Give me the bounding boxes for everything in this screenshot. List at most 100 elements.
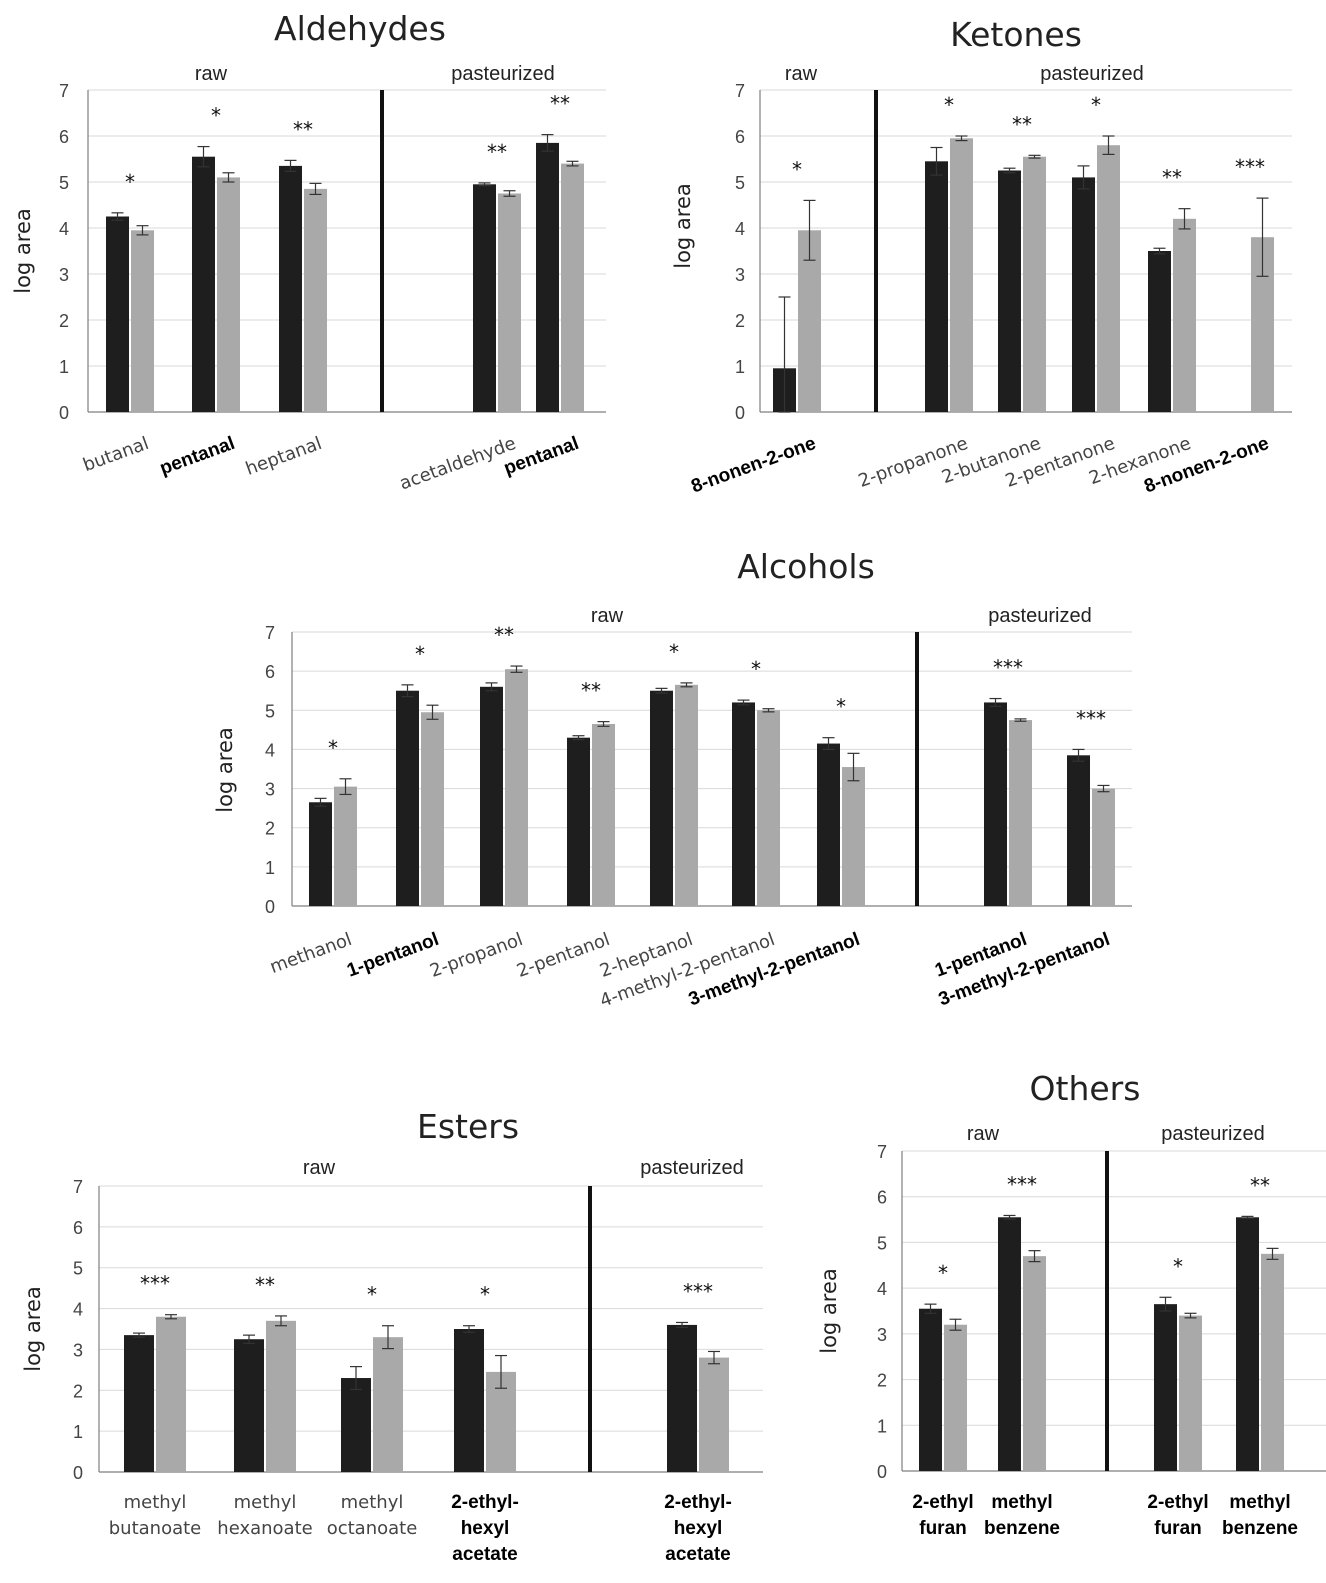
category-label-line: furan [919, 1518, 967, 1539]
y-tick-label: 2 [265, 819, 275, 839]
significance-label: * [480, 1283, 490, 1307]
bar [998, 170, 1021, 412]
group-label: raw [195, 63, 228, 85]
y-tick-label: 1 [59, 357, 69, 377]
significance-label: *** [1235, 155, 1265, 179]
y-tick-label: 6 [877, 1188, 887, 1208]
chart-title: Esters [417, 1107, 519, 1146]
bar [473, 184, 496, 412]
y-axis-label: log area [11, 208, 35, 294]
significance-label: * [1091, 93, 1101, 117]
significance-label: ** [494, 623, 514, 647]
category-label: acetaldehyde [397, 433, 519, 495]
y-tick-label: 4 [735, 219, 745, 239]
significance-label: * [751, 657, 761, 681]
y-tick-label: 7 [73, 1177, 83, 1197]
bar [217, 177, 240, 412]
y-tick-label: 5 [73, 1259, 83, 1279]
significance-label: * [792, 157, 802, 181]
bar [505, 669, 528, 906]
significance-label: ** [487, 140, 507, 164]
y-axis-label: log area [21, 1286, 45, 1372]
significance-label: * [1173, 1254, 1183, 1278]
chart-title: Ketones [950, 15, 1082, 54]
bar [1154, 1304, 1177, 1471]
y-axis-label: log area [213, 727, 237, 813]
group-label: pasteurized [451, 63, 554, 85]
y-tick-label: 7 [877, 1142, 887, 1162]
bar [266, 1320, 296, 1472]
y-tick-label: 3 [73, 1340, 83, 1360]
bar [675, 684, 698, 906]
category-label-line: octanoate [327, 1518, 418, 1539]
bar [454, 1329, 484, 1472]
bar [279, 165, 302, 412]
bar [341, 1378, 371, 1472]
significance-label: * [211, 104, 221, 128]
significance-label: * [367, 1283, 377, 1307]
chart-title: Aldehydes [274, 9, 446, 48]
y-tick-label: 1 [73, 1422, 83, 1442]
chart-title: Alcohols [737, 547, 875, 586]
bar [925, 161, 948, 412]
y-tick-label: 2 [735, 311, 745, 331]
y-tick-label: 6 [265, 662, 275, 682]
bar [106, 216, 129, 412]
y-tick-label: 1 [735, 357, 745, 377]
bar [1023, 156, 1046, 412]
significance-label: ** [550, 92, 570, 116]
bar [592, 723, 615, 906]
group-label: raw [591, 605, 624, 627]
bar [650, 690, 673, 906]
y-axis-label: log area [817, 1268, 841, 1354]
y-tick-label: 0 [73, 1463, 83, 1483]
bar [396, 690, 419, 906]
group-label: pasteurized [640, 1157, 743, 1179]
category-label-line: hexanoate [217, 1518, 312, 1539]
significance-label: *** [140, 1272, 170, 1296]
bar [561, 163, 584, 412]
category-label: methanol [267, 929, 355, 978]
significance-label: *** [683, 1279, 713, 1303]
y-tick-label: 6 [73, 1218, 83, 1238]
bar [304, 188, 327, 412]
category-label-line: furan [1154, 1518, 1202, 1539]
bar [373, 1337, 403, 1472]
significance-label: ** [1162, 166, 1182, 190]
significance-label: * [328, 736, 338, 760]
bar [1092, 788, 1115, 906]
y-tick-label: 2 [59, 311, 69, 331]
y-tick-label: 3 [59, 265, 69, 285]
bar [998, 1217, 1021, 1471]
bar [1251, 237, 1274, 412]
bar [131, 230, 154, 412]
bar [334, 786, 357, 906]
bar [124, 1335, 154, 1472]
category-label-line: benzene [984, 1518, 1060, 1539]
group-label: raw [967, 1123, 1000, 1145]
category-label: 2-pentanol [514, 929, 613, 982]
bar [699, 1357, 729, 1472]
bar [984, 702, 1007, 906]
bar [919, 1308, 942, 1471]
category-label: 1-pentanol [344, 929, 441, 982]
significance-label: * [944, 93, 954, 117]
y-axis-label: log area [671, 183, 695, 269]
group-label: pasteurized [988, 605, 1091, 627]
category-label: pentanal [157, 433, 238, 479]
bar [1236, 1217, 1259, 1471]
category-label-line: 2-ethyl- [451, 1492, 519, 1513]
group-label: raw [303, 1157, 336, 1179]
bar [1072, 177, 1095, 412]
bar [798, 230, 821, 412]
category-label-line: methyl [124, 1492, 187, 1513]
y-tick-label: 7 [735, 81, 745, 101]
category-label: 8-nonen-2-one [689, 433, 819, 498]
category-label-line: 2-ethyl [1147, 1492, 1208, 1513]
significance-label: ** [293, 117, 313, 141]
bar [309, 802, 332, 906]
significance-label: * [125, 170, 135, 194]
y-tick-label: 5 [735, 173, 745, 193]
